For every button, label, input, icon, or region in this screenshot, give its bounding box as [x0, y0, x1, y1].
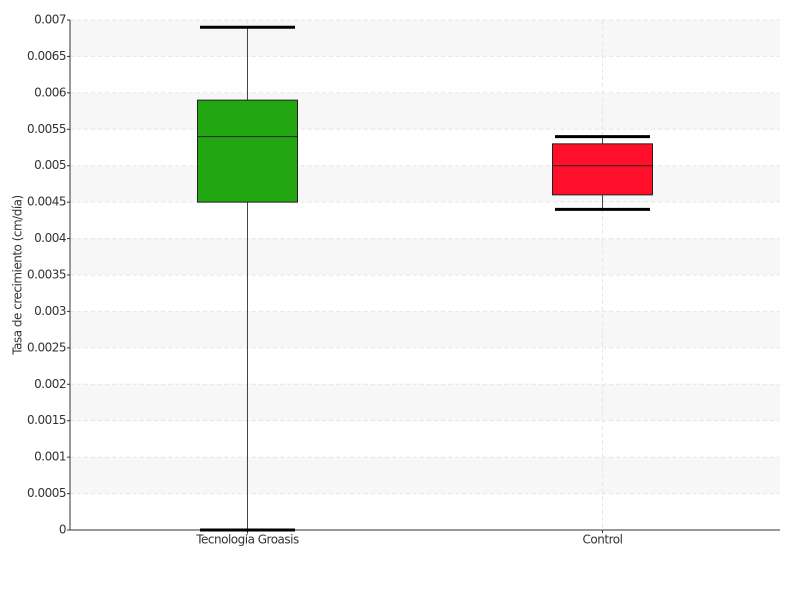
- x-tick-label: Tecnología Groasis: [195, 533, 299, 547]
- x-tick-label: Control: [583, 533, 623, 547]
- box: [552, 143, 653, 196]
- y-tick-label: 0.0015: [27, 413, 66, 427]
- y-tick-label: 0.007: [34, 13, 66, 27]
- grid-band: [70, 20, 780, 57]
- grid-band: [70, 311, 780, 348]
- y-tick-label: 0.0055: [27, 122, 66, 136]
- grid-band: [70, 165, 780, 203]
- y-tick-label: 0.0045: [27, 195, 66, 209]
- grid-band: [70, 92, 780, 130]
- y-axis-label: Tasa de crecimiento (cm/día): [11, 195, 25, 355]
- y-tick-label: 0.0065: [27, 49, 66, 63]
- y-tick-label: 0.0035: [27, 268, 66, 282]
- y-tick-label: 0.001: [34, 450, 66, 464]
- grid-band: [70, 384, 780, 421]
- y-tick-label: 0.0005: [27, 486, 66, 500]
- y-tick-label: 0: [59, 523, 66, 537]
- y-tick-label: 0.0025: [27, 340, 66, 354]
- y-tick-label: 0.002: [34, 377, 66, 391]
- y-tick-label: 0.003: [34, 304, 66, 318]
- y-tick-label: 0.006: [34, 85, 66, 99]
- grid-band: [70, 238, 780, 275]
- y-tick-label: 0.005: [34, 158, 66, 172]
- grid-band: [70, 457, 780, 494]
- y-tick-label: 0.004: [34, 231, 66, 245]
- box: [197, 99, 298, 203]
